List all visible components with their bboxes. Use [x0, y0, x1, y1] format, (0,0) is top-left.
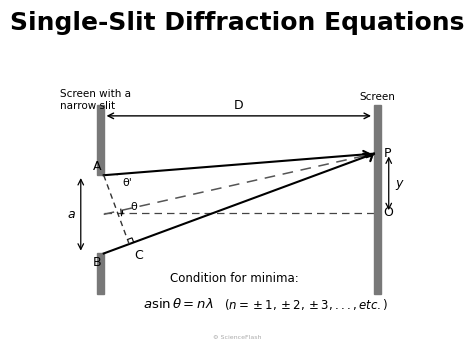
Text: D: D — [234, 99, 244, 112]
Bar — [97, 105, 104, 175]
Text: Single-Slit Diffraction Equations: Single-Slit Diffraction Equations — [10, 11, 464, 35]
Text: A: A — [92, 159, 101, 173]
Text: Condition for minima:: Condition for minima: — [170, 272, 299, 285]
Text: C: C — [135, 250, 143, 262]
Bar — [97, 253, 104, 294]
Text: y: y — [395, 177, 403, 190]
Text: Screen: Screen — [359, 92, 395, 102]
Text: O: O — [383, 207, 393, 219]
Text: $a\sin\theta = n\lambda$: $a\sin\theta = n\lambda$ — [143, 297, 214, 311]
Text: B: B — [92, 256, 101, 269]
Text: ⚙ ScienceFlash: ⚙ ScienceFlash — [213, 335, 261, 340]
Text: a: a — [68, 208, 75, 221]
Text: θ: θ — [131, 202, 137, 212]
Bar — [374, 105, 381, 294]
Text: $(n = \pm 1, \pm 2, \pm 3,...,etc.)$: $(n = \pm 1, \pm 2, \pm 3,...,etc.)$ — [224, 297, 388, 312]
Text: θ': θ' — [123, 178, 132, 188]
Text: P: P — [383, 147, 391, 160]
Text: Screen with a
narrow slit: Screen with a narrow slit — [60, 89, 130, 111]
